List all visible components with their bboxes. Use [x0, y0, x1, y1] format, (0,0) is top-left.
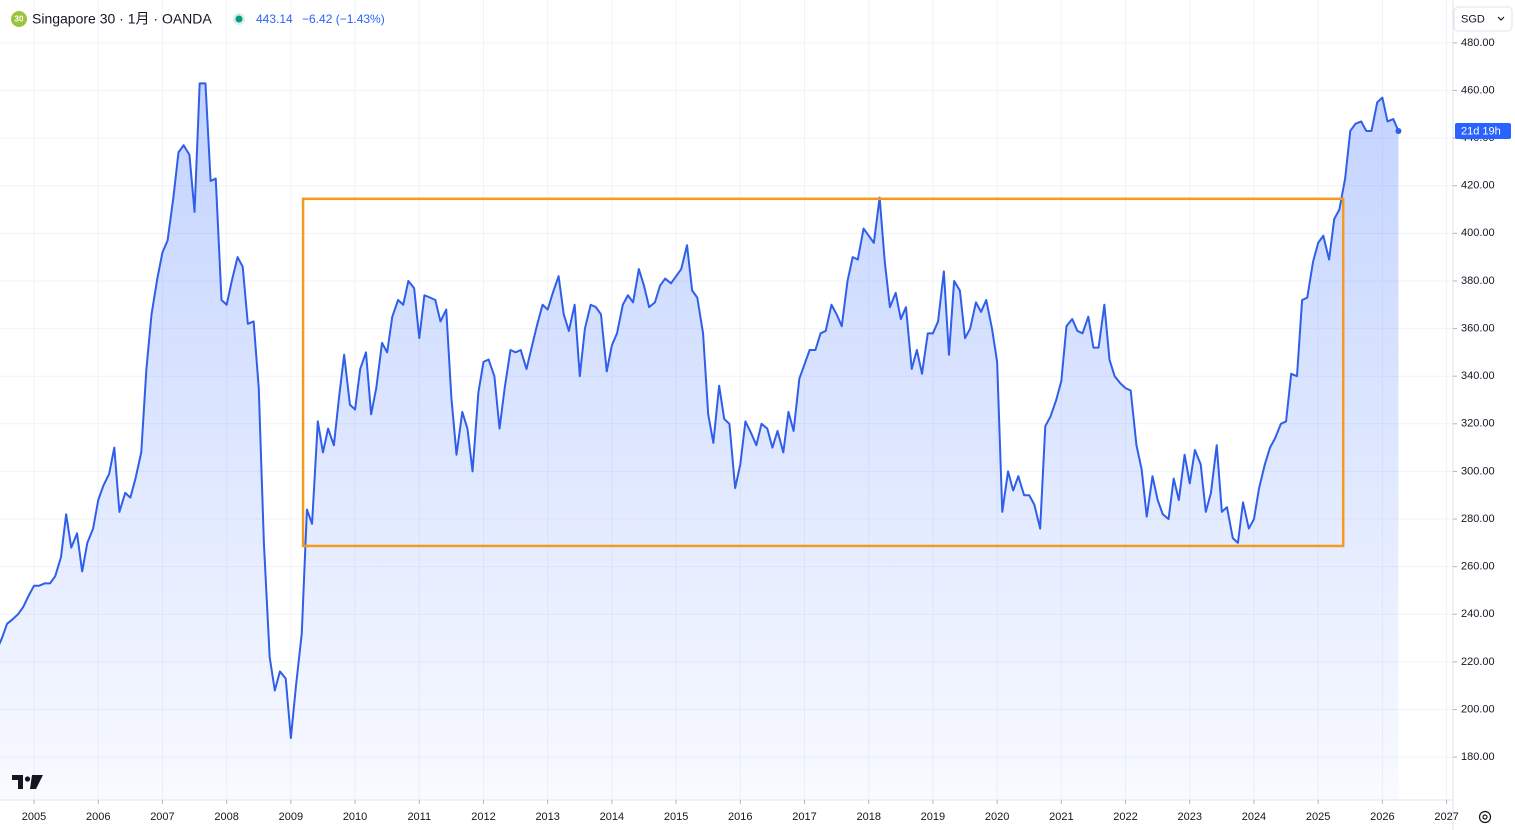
x-tick-label: 2019: [921, 811, 945, 823]
y-tick-label: 460.00: [1461, 84, 1495, 96]
axes: 180.00 200.00 220.00 240.00 260.00 280.00 300.…: [22, 37, 1511, 823]
y-tick-label: 240.00: [1461, 608, 1495, 620]
x-tick-label: 2021: [1049, 811, 1073, 823]
y-tick-label: 480.00: [1461, 37, 1495, 49]
y-tick-label: 380.00: [1461, 275, 1495, 287]
x-tick-label: 2022: [1113, 811, 1137, 823]
x-tick-label: 2010: [343, 811, 367, 823]
x-tick-label: 2018: [856, 811, 880, 823]
price-change: −6.42 (−1.43%): [302, 12, 385, 26]
price-tag: [1455, 122, 1511, 139]
tradingview-logo[interactable]: [12, 775, 43, 789]
x-tick-label: 2027: [1434, 811, 1458, 823]
x-tick-label: 2013: [535, 811, 559, 823]
y-tick-label: 400.00: [1461, 227, 1495, 239]
y-tick-label: 320.00: [1461, 418, 1495, 430]
y-tick-label: 420.00: [1461, 180, 1495, 192]
x-tick-label: 2014: [600, 811, 624, 823]
annotation-box: [301, 197, 1345, 548]
x-tick-label: 2025: [1306, 811, 1330, 823]
x-tick-label: 2026: [1370, 811, 1394, 823]
y-tick-label: 180.00: [1461, 751, 1495, 763]
x-tick-label: 2011: [407, 811, 431, 823]
currency-dropdown[interactable]: [1453, 6, 1513, 32]
y-tick-label: 360.00: [1461, 322, 1495, 334]
countdown: 21d 19h: [1461, 125, 1501, 137]
x-tick-label: 2012: [471, 811, 495, 823]
y-tick-label: 200.00: [1461, 703, 1495, 715]
currency-label[interactable]: SGD: [1461, 13, 1485, 25]
price-line: [0, 82, 1400, 740]
x-tick-label: 2024: [1242, 811, 1266, 823]
y-tick-label: 340.00: [1461, 370, 1495, 382]
y-tick-label: 300.00: [1461, 465, 1495, 477]
x-tick-label: 2008: [214, 811, 238, 823]
settings-icon[interactable]: [1478, 810, 1492, 824]
chart-title: Singapore 30 · 1月 · OANDA: [32, 11, 212, 27]
y-tick-label: 280.00: [1461, 513, 1495, 525]
x-tick-label: 2020: [985, 811, 1009, 823]
symbol-badge: [11, 11, 27, 27]
plot: [0, 82, 1402, 800]
x-tick-label: 2005: [22, 811, 46, 823]
y-tick-label: 220.00: [1461, 656, 1495, 668]
badge-text: 30: [15, 15, 24, 24]
dropdown-arrow[interactable]: [1497, 16, 1505, 21]
last-price: 443.14: [256, 12, 293, 26]
y-tick-label: 260.00: [1461, 561, 1495, 573]
x-tick-label: 2006: [86, 811, 110, 823]
x-tick-label: 2015: [664, 811, 688, 823]
status-dot: [235, 15, 243, 23]
last-point: [1395, 127, 1402, 134]
x-tick-label: 2023: [1178, 811, 1202, 823]
x-tick-label: 2009: [279, 811, 303, 823]
x-tick-label: 2017: [792, 811, 816, 823]
x-tick-label: 2007: [150, 811, 174, 823]
area-fill: [0, 83, 1399, 800]
x-tick-label: 2016: [728, 811, 752, 823]
